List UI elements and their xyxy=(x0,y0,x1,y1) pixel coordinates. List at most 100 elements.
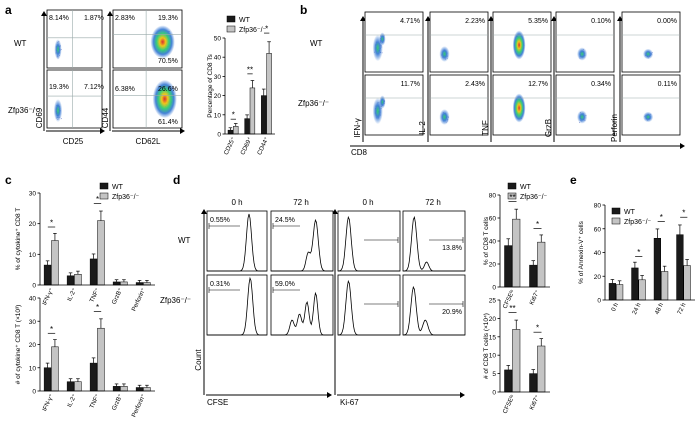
chart-d-top-ytick-label: 0 xyxy=(492,285,496,292)
panel-d-ki67-wt-pct: 13.8% xyxy=(442,245,462,252)
flow-b-wt-1-density-0 xyxy=(439,46,450,62)
panel-d-time-0: 0 h xyxy=(231,198,242,207)
chart-d-top-ytick-label: 40 xyxy=(489,239,497,246)
histo-d-cfse-ko-0h-frame xyxy=(206,274,268,336)
panel-b-yarrow-4-head xyxy=(617,16,623,21)
category-c-bottom: TNF⁺ xyxy=(89,393,102,410)
bar-d-top-1-0 xyxy=(512,218,521,288)
panel-b-marker-4: Perforin xyxy=(610,114,619,142)
quad-a2-ko-ul: 6.38% xyxy=(115,86,135,93)
flow-b-wt-4 xyxy=(621,11,681,73)
chart-e-bar-ytick-label: 20 xyxy=(594,274,602,281)
bar-c-bottom-1-1 xyxy=(74,381,82,392)
category-c-bottom: Perforin⁺ xyxy=(130,393,147,419)
category-a-bar: CD44⁺ xyxy=(256,136,270,156)
chart-a-bar-ytick-label: 30 xyxy=(214,74,222,81)
histo-d-cfse-wt-0h xyxy=(206,210,268,272)
bar-c-bottom-0-0 xyxy=(43,367,52,392)
chart-c-top-ytick-label: 0 xyxy=(32,283,36,290)
flow-a-cd69-wt xyxy=(46,9,103,69)
chart-c-top-ylabel: % of cytokine⁺ CD8 T xyxy=(15,208,22,271)
sig-a-bar: * xyxy=(265,25,268,34)
flow-b-ko-3-frame xyxy=(555,74,615,136)
sig-d-top: ** xyxy=(509,193,515,202)
panel-d-letter: d xyxy=(173,173,180,187)
histo-d-cfse-ko-0h xyxy=(206,274,268,336)
bar-c-top-0-2 xyxy=(89,258,98,286)
chart-d-bottom-ytick-label: 5 xyxy=(492,371,496,378)
panel-d-row-ko: Zfp36⁻/⁻ xyxy=(160,296,191,305)
panel-b-pct-wt-0: 4.71% xyxy=(400,18,420,25)
flow-b-wt-2-density-0 xyxy=(512,30,526,60)
bar-c-top-1-3 xyxy=(120,281,128,286)
flow-b-wt-2 xyxy=(492,11,552,73)
sig-c-top: * xyxy=(96,195,99,204)
histo-d-ki67-ko-72h xyxy=(402,274,466,336)
legend-a-wt-swatch xyxy=(226,15,236,23)
panel-d-cfse-label: CFSE xyxy=(207,398,228,407)
legend-e-ko-swatch xyxy=(611,217,621,225)
chart-a-bar-ytick-label: 40 xyxy=(214,55,222,62)
bar-e-bar-1-2 xyxy=(661,271,669,301)
bar-a-bar-1-2 xyxy=(266,53,272,135)
sig-e-bar: * xyxy=(682,209,685,218)
panel-a-row-wt: WT xyxy=(14,39,27,48)
panel-a-yarrow-2-head xyxy=(107,11,113,16)
sig-c-bottom: * xyxy=(96,303,99,312)
flow-b-ko-1 xyxy=(429,74,489,136)
panel-b-yarrow-2-head xyxy=(488,16,494,21)
bar-e-bar-1-1 xyxy=(638,279,646,301)
bar-c-bottom-0-4 xyxy=(135,387,144,392)
panel-a-xarrow-1-head xyxy=(100,128,105,134)
bar-a-bar-1-1 xyxy=(249,87,256,135)
chart-d-top xyxy=(504,218,546,288)
category-c-top: IL-2⁺ xyxy=(66,287,78,303)
bar-c-top-1-2 xyxy=(97,220,105,286)
chart-d-top-ytick-label: 20 xyxy=(489,262,497,269)
panel-b-pct-ko-1: 2.43% xyxy=(465,81,485,88)
panel-b-yarrow-0-head xyxy=(360,16,366,21)
histo-d-ki67-ko-72h-curve xyxy=(402,285,465,336)
chart-c-bottom xyxy=(43,327,151,392)
bar-d-bottom-1-0 xyxy=(512,329,521,393)
panel-d-ki67-label: Ki-67 xyxy=(340,398,359,407)
panel-d-yarrow-2-head xyxy=(332,209,338,214)
panel-a-letter: a xyxy=(5,3,12,17)
quad-a1-ko-ur: 7.12% xyxy=(84,84,104,91)
chart-d-bottom-ytick-label: 0 xyxy=(492,390,496,397)
panel-b-xlabel: CD8 xyxy=(351,148,368,157)
bar-c-top-0-3 xyxy=(112,281,121,286)
histo-d-ki67-wt-72h-frame xyxy=(402,210,466,272)
legend-d-wt-label: WT xyxy=(520,184,532,191)
bar-c-bottom-1-4 xyxy=(143,387,151,392)
panel-a-yarrow-1-head xyxy=(41,11,47,16)
bar-e-bar-0-3 xyxy=(676,234,684,301)
chart-c-top-ytick-label: 30 xyxy=(29,191,37,198)
chart-d-bottom xyxy=(504,329,546,393)
histo-d-ki67-wt-0h-frame xyxy=(337,210,401,272)
flow-b-ko-2 xyxy=(492,74,552,136)
chart-c-bottom-ytick-label: 40 xyxy=(29,296,37,303)
chart-a-bar-ytick-label: 10 xyxy=(214,112,222,119)
bar-e-bar-0-1 xyxy=(631,267,639,301)
panel-b-yarrow-3-head xyxy=(551,16,557,21)
sig-d-top: * xyxy=(536,220,539,229)
bar-c-bottom-0-1 xyxy=(66,381,75,392)
panel-b-xarrow-head xyxy=(680,143,685,149)
flow-a-cd69-wt-density-0 xyxy=(54,39,62,60)
bar-c-bottom-1-0 xyxy=(51,346,59,392)
bar-c-top-1-1 xyxy=(74,274,82,286)
chart-e-bar-ytick-label: 40 xyxy=(594,250,602,257)
bar-d-top-0-1 xyxy=(529,264,538,288)
panel-d-cfse-ko-0h-pct: 0.31% xyxy=(210,281,230,288)
category-d-bottom: CFSEˡᵒ xyxy=(502,393,517,415)
flow-a-cd44-wt xyxy=(112,9,183,69)
sig-c-top: * xyxy=(50,219,53,228)
panel-d-yarrow-1-head xyxy=(201,209,207,214)
panel-d-row-wt: WT xyxy=(178,236,191,245)
quad-a2-wt-ur: 19.3% xyxy=(158,15,178,22)
flow-b-ko-4 xyxy=(621,74,681,136)
panel-b-pct-ko-2: 12.7% xyxy=(528,81,548,88)
category-c-top: Perforin⁺ xyxy=(130,287,147,313)
